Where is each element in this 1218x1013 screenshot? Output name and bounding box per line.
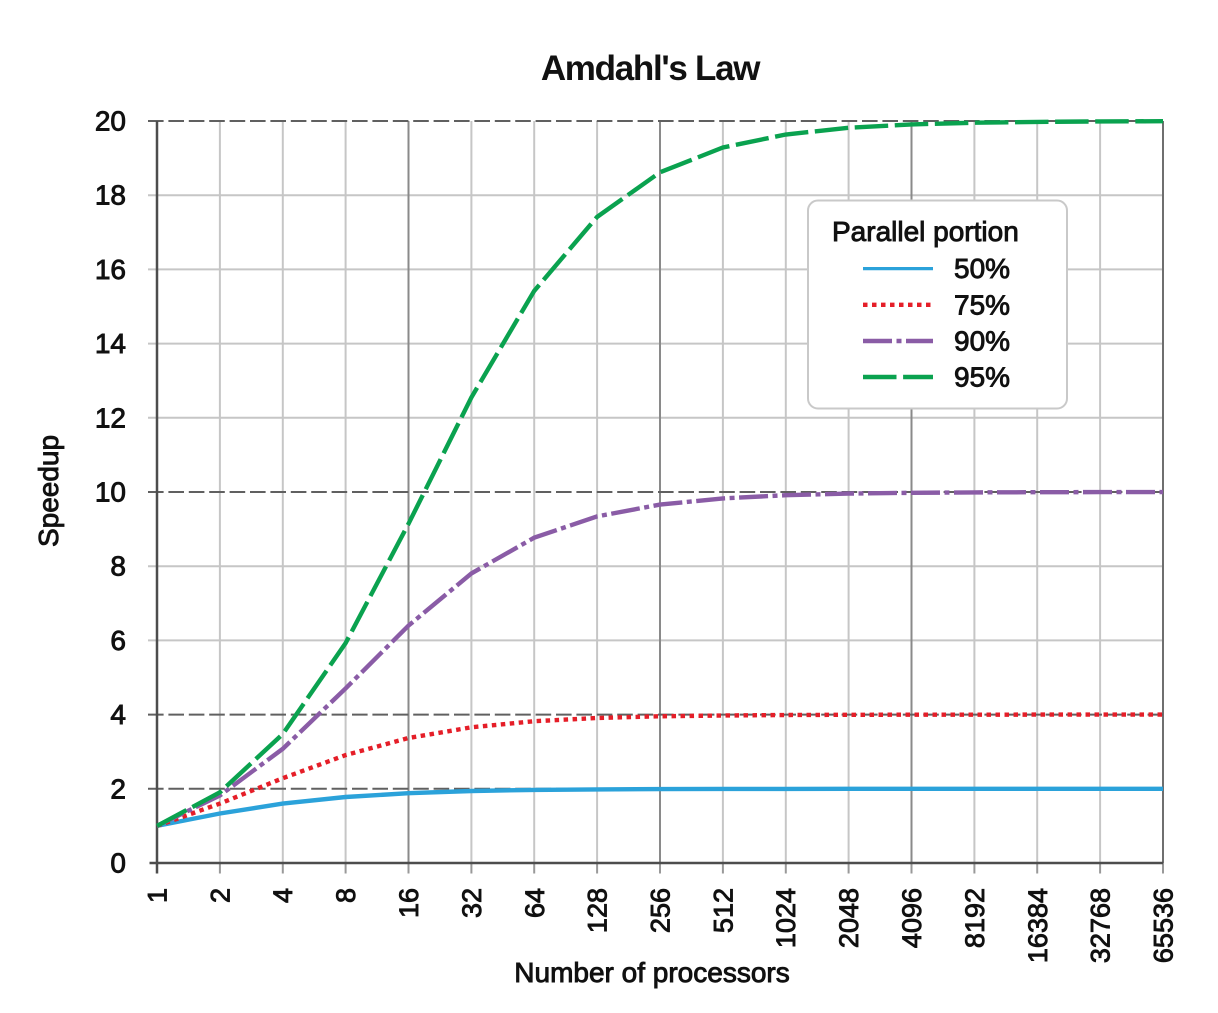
- svg-text:10: 10: [95, 477, 126, 508]
- svg-text:4: 4: [110, 699, 126, 730]
- svg-text:16384: 16384: [1023, 888, 1053, 963]
- svg-text:16: 16: [95, 254, 126, 285]
- svg-text:8: 8: [110, 551, 126, 582]
- svg-text:4096: 4096: [897, 888, 927, 948]
- svg-text:50%: 50%: [954, 253, 1010, 284]
- svg-text:12: 12: [95, 402, 126, 433]
- svg-text:20: 20: [95, 106, 126, 137]
- svg-text:4: 4: [268, 888, 298, 903]
- svg-text:90%: 90%: [954, 326, 1010, 357]
- svg-text:8192: 8192: [960, 888, 990, 948]
- svg-text:2048: 2048: [834, 888, 864, 948]
- svg-text:1: 1: [143, 888, 173, 903]
- svg-text:512: 512: [708, 888, 738, 933]
- svg-text:64: 64: [520, 888, 550, 918]
- svg-text:75%: 75%: [954, 289, 1010, 320]
- svg-text:32: 32: [457, 888, 487, 918]
- svg-text:8: 8: [331, 888, 361, 903]
- svg-text:16: 16: [394, 888, 424, 918]
- svg-text:128: 128: [583, 888, 613, 933]
- svg-text:95%: 95%: [954, 362, 1010, 393]
- svg-text:256: 256: [646, 888, 676, 933]
- svg-text:Parallel portion: Parallel portion: [832, 216, 1019, 247]
- svg-text:Number of processors: Number of processors: [514, 957, 789, 988]
- svg-text:32768: 32768: [1086, 888, 1116, 963]
- svg-text:14: 14: [95, 328, 126, 359]
- svg-text:18: 18: [95, 180, 126, 211]
- svg-text:2: 2: [205, 888, 235, 903]
- svg-text:Amdahl's Law: Amdahl's Law: [541, 49, 761, 88]
- svg-text:65536: 65536: [1149, 888, 1179, 963]
- svg-text:1024: 1024: [771, 888, 801, 948]
- svg-text:6: 6: [110, 625, 126, 656]
- svg-text:2: 2: [110, 773, 126, 804]
- svg-text:Speedup: Speedup: [33, 435, 64, 547]
- svg-text:0: 0: [110, 848, 126, 879]
